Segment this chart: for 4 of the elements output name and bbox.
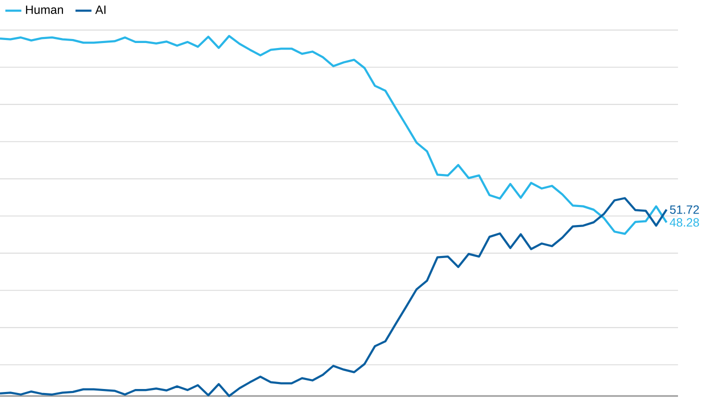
legend-label: Human: [26, 6, 63, 14]
data-label: 51.72: [670, 205, 699, 214]
data-label: 48.28: [670, 218, 699, 227]
legend-label: AI: [95, 6, 106, 14]
